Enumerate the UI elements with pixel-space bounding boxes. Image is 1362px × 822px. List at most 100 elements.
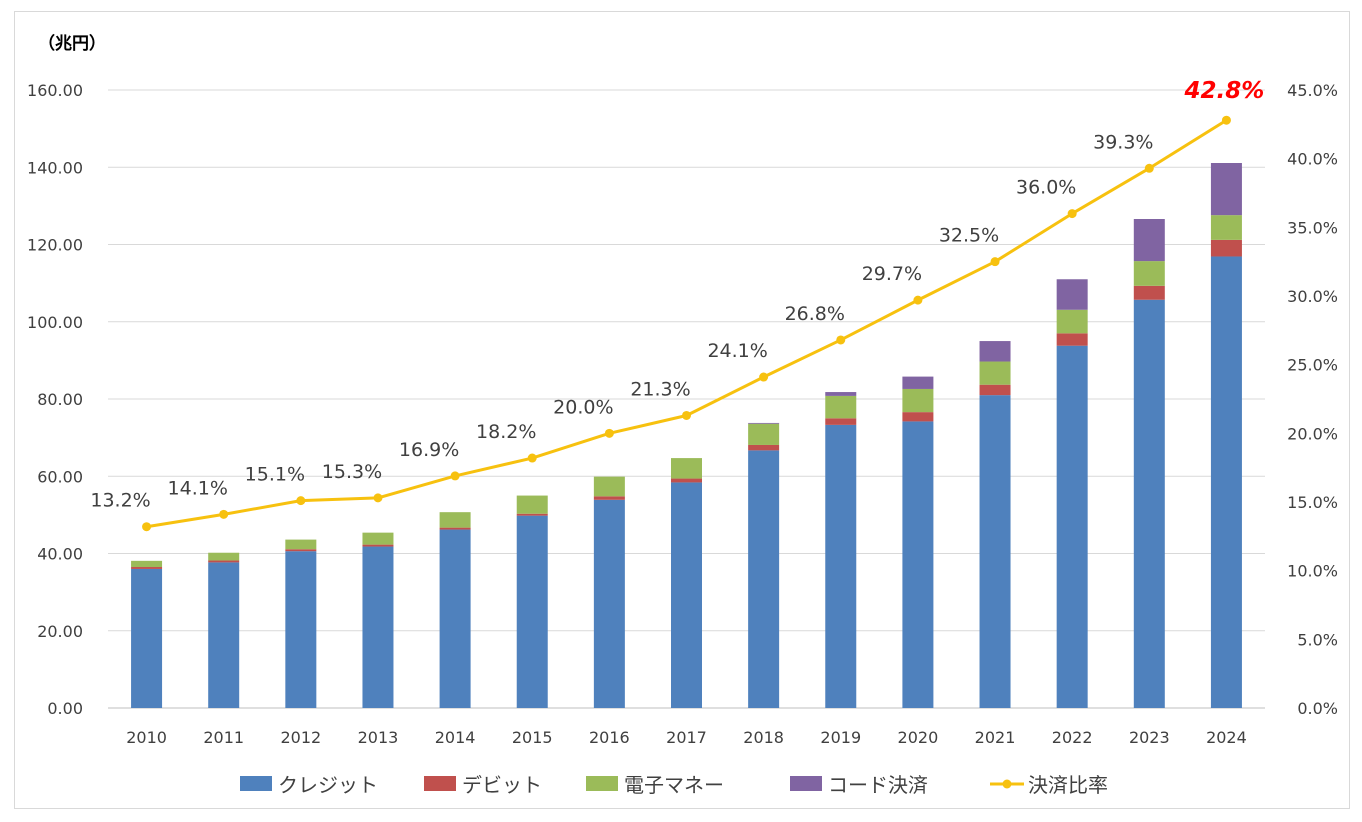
bar-segment [285,551,317,708]
ratio-data-label: 32.5% [939,225,999,247]
bar-segment [362,546,394,708]
ratio-data-label: 20.0% [553,396,613,418]
ratio-point [373,493,383,503]
x-axis-tick-label: 2022 [1052,728,1093,747]
bar-segment [1056,309,1088,334]
bar-segment [439,527,471,530]
bar-segment [362,532,394,545]
bar-segment [902,421,934,708]
right-axis-tick-label: 15.0% [1287,493,1338,512]
bar-segment [902,388,934,413]
left-axis-ticks: 0.00 20.00 40.00 60.00 80.00 100.00 120.00 140.… [27,81,83,718]
x-axis-tick-label: 2023 [1129,728,1170,747]
ratio-point [450,471,460,481]
right-axis-tick-label: 30.0% [1287,287,1338,306]
left-axis-tick-label: 0.00 [47,699,83,718]
ratio-point [682,410,691,420]
ratio-data-label: 15.3% [322,461,382,483]
left-axis-tick-label: 100.00 [27,313,83,332]
legend-label: デビット [462,773,542,797]
bar-segment [979,395,1011,708]
left-axis-tick-label: 60.00 [37,467,83,486]
bar-segment [516,515,548,708]
ratio-data-label: 36.0% [1016,177,1076,199]
legend-swatch [240,776,272,791]
line-series: 13.2% 14.1% 15.1% 15.3% 16.9% 18.2% 20.0% 21.3%… [90,78,1265,532]
ratio-point [219,509,229,519]
ratio-data-label: 14.1% [168,477,228,499]
left-axis-tick-label: 40.00 [37,545,83,564]
x-axis-tick-label: 2010 [126,728,167,747]
bar-segment [285,539,317,550]
bar-segment [902,376,934,389]
ratio-point [913,295,923,305]
right-axis-tick-label: 35.0% [1287,218,1338,237]
ratio-data-label: 29.7% [862,263,922,285]
bar-segment [208,560,240,563]
ratio-point [296,496,306,506]
bar-segment [979,341,1011,362]
legend-swatch [586,776,618,791]
x-axis-tick-label: 2013 [358,728,399,747]
bar-segment [825,392,857,396]
ratio-data-label: 26.8% [785,303,845,325]
legend-marker [1002,779,1012,789]
bar-segment [516,513,548,516]
bar-segment [1210,215,1242,240]
x-axis-tick-label: 2017 [666,728,707,747]
ratio-data-label: 18.2% [476,421,536,443]
y-axis-unit-label: （兆円） [38,33,106,54]
bar-segment [1056,345,1088,708]
legend-label: 電子マネー [624,773,724,797]
bar-segment [825,424,857,708]
left-axis-tick-label: 160.00 [27,81,83,100]
x-axis-tick-label: 2019 [820,728,861,747]
ratio-point [1221,115,1231,125]
bar-segment [131,560,163,568]
bar-segment [593,496,625,500]
bar-segment [1133,219,1165,262]
right-axis-tick-label: 25.0% [1287,356,1338,375]
bar-segment [1056,333,1088,346]
ratio-point [759,372,769,382]
legend-swatch [424,776,456,791]
legend: クレジット デビット 電子マネー コード決済 決済比率 [240,773,1108,797]
ratio-point [836,335,846,345]
ratio-data-label: 24.1% [707,340,767,362]
ratio-data-label: 42.8% [1184,78,1265,104]
bar-segment [748,450,780,708]
left-axis-tick-label: 20.00 [37,622,83,641]
legend-label: クレジット [278,773,378,797]
bar-segment [208,552,240,561]
right-axis-tick-label: 5.0% [1297,630,1338,649]
x-axis-tick-label: 2012 [280,728,321,747]
ratio-point [990,257,1000,267]
ratio-point [604,428,614,438]
bar-segment [979,361,1011,385]
bar-segment [1133,261,1165,286]
bar-segment [1210,163,1242,216]
bar-segment [825,418,857,425]
ratio-point [1067,209,1077,219]
bar-segment [671,482,702,708]
right-axis-tick-label: 20.0% [1287,424,1338,443]
right-axis-tick-label: 10.0% [1287,562,1338,581]
x-axis-tick-label: 2018 [743,728,784,747]
ratio-point [527,453,537,463]
legend-label: コード決済 [828,773,928,797]
ratio-data-label: 15.1% [245,464,305,486]
x-axis-tick-label: 2015 [512,728,553,747]
bar-segment [516,495,548,514]
bar-segment [131,568,163,708]
bar-segment [439,512,471,528]
ratio-data-label: 16.9% [399,439,459,461]
bar-segment [285,549,317,552]
left-axis-tick-label: 120.00 [27,236,83,255]
ratio-data-label: 39.3% [1093,131,1153,153]
bar-segment [1133,285,1165,300]
left-axis-tick-label: 140.00 [27,158,83,177]
right-axis-tick-label: 40.0% [1287,150,1338,169]
bar-segment [748,422,780,424]
chart-frame [14,11,1350,809]
bar-segment [593,476,625,497]
